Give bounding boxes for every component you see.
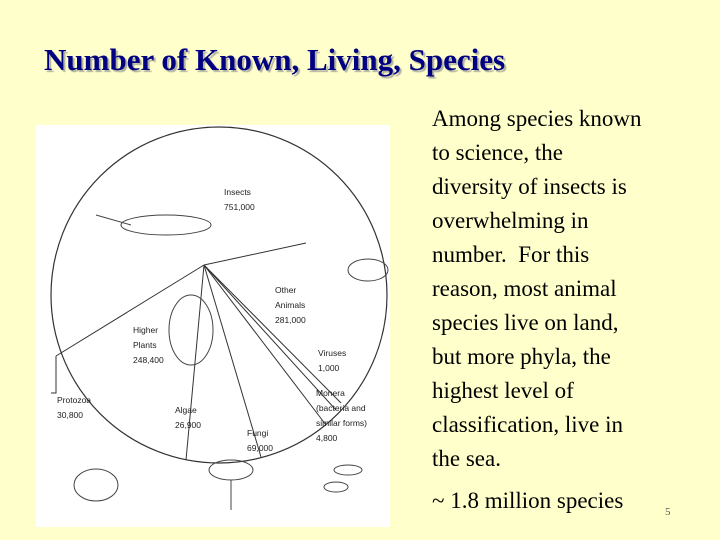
body-line: the sea.: [432, 446, 501, 471]
label-value: 30,800: [57, 410, 83, 420]
label-value: 1,000: [318, 363, 340, 373]
label-name: Fungi: [247, 428, 268, 438]
body-line: Among species known: [432, 106, 642, 131]
body-line: classification, live in: [432, 412, 623, 437]
label-name: Other Animals: [275, 285, 305, 310]
label-value: 4,800: [316, 433, 338, 443]
label-name: Higher Plants: [133, 325, 158, 350]
label-name: Viruses: [318, 348, 346, 358]
body-line: overwhelming in: [432, 208, 589, 233]
label-value: 69,000: [247, 443, 273, 453]
label-value: 26,900: [175, 420, 201, 430]
summary: ~ 1.8 million species: [432, 488, 624, 513]
body-text: Among species known to science, the divers…: [432, 102, 642, 476]
body-line: species live on land,: [432, 310, 619, 335]
slide-title: Number of Known, Living, Species: [44, 42, 506, 77]
label-name: Algae: [175, 405, 197, 415]
body-line: number. For this: [432, 242, 590, 267]
label-value: 281,000: [275, 315, 306, 325]
pie-dividers: [51, 242, 342, 461]
label-value: 248,400: [133, 355, 164, 365]
label-name: Monera (bacteria and similar forms): [316, 388, 367, 428]
pie-outline: [50, 126, 388, 464]
species-figure: Insects 751,000 Other Animals 281,000 Higher P…: [36, 125, 390, 527]
body-line: to science, the: [432, 140, 563, 165]
label-name: Insects: [224, 187, 251, 197]
body-line: but more phyla, the: [432, 344, 611, 369]
slide-number: 5: [665, 506, 671, 518]
label-value: 751,000: [224, 202, 255, 212]
body-line: reason, most animal: [432, 276, 617, 301]
illustrations: [73, 214, 389, 510]
label-name: Protozoa: [57, 395, 91, 405]
body-line: diversity of insects is: [432, 174, 627, 199]
body-line: highest level of: [432, 378, 574, 403]
